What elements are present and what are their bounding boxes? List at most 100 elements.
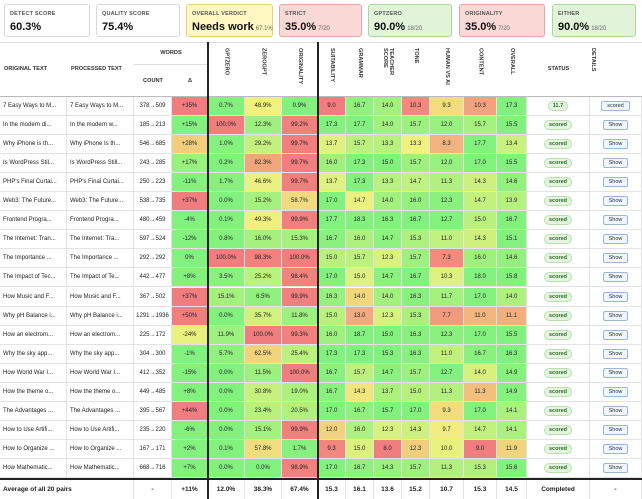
value-cell: 16.3 bbox=[402, 344, 430, 364]
header-metric: SUITABILITY bbox=[329, 48, 335, 83]
card-value-text: 35.0% bbox=[285, 21, 317, 33]
value-cell: 15.3 bbox=[464, 458, 497, 478]
show-button[interactable]: Show bbox=[602, 462, 629, 473]
value-cell: 0.0% bbox=[245, 458, 282, 478]
value-cell: 167→171 bbox=[134, 439, 172, 459]
status-cell: scored bbox=[527, 401, 590, 421]
value-cell: 11.0 bbox=[464, 306, 497, 326]
show-button[interactable]: Show bbox=[602, 329, 629, 340]
value-cell: -11% bbox=[172, 173, 208, 193]
value-cell: 0.0% bbox=[208, 382, 245, 402]
status-cell: scored bbox=[527, 135, 590, 155]
value-cell: 15.7 bbox=[346, 249, 374, 269]
text-cell: How Mathematic... bbox=[0, 458, 67, 478]
value-cell: 17.7 bbox=[464, 135, 497, 155]
value-cell: 250→223 bbox=[134, 173, 172, 193]
value-cell: +7% bbox=[172, 458, 208, 478]
value-cell: 15.0 bbox=[374, 325, 402, 345]
status-cell: scored bbox=[527, 325, 590, 345]
value-cell: 100.0% bbox=[245, 325, 282, 345]
value-cell: 15.3 bbox=[402, 306, 430, 326]
value-cell: 10.3 bbox=[402, 97, 430, 117]
card-value: 60.3% bbox=[10, 21, 41, 33]
show-button[interactable]: Show bbox=[602, 424, 629, 435]
status-cell: scored bbox=[527, 173, 590, 193]
value-cell: 8.0 bbox=[374, 439, 402, 459]
value-cell: 16.3 bbox=[402, 287, 430, 307]
show-button[interactable]: Show bbox=[602, 139, 629, 150]
text-cell: PHP's Final Curtai... bbox=[67, 173, 134, 193]
value-cell: 17.0 bbox=[318, 192, 346, 212]
value-cell: 15.3% bbox=[282, 230, 318, 250]
show-button[interactable]: Show bbox=[602, 253, 629, 264]
section-divider bbox=[207, 42, 209, 499]
show-button[interactable]: Show bbox=[602, 386, 629, 397]
details-cell: Show bbox=[590, 249, 642, 269]
header-metric: OVERALL bbox=[509, 48, 515, 75]
show-button[interactable]: Show bbox=[602, 291, 629, 302]
value-cell: 16.7 bbox=[346, 97, 374, 117]
value-cell: 10.3 bbox=[464, 97, 497, 117]
show-button[interactable]: Show bbox=[602, 215, 629, 226]
value-cell: 11.1 bbox=[497, 306, 527, 326]
text-cell: The Internet: Tra... bbox=[67, 230, 134, 250]
value-cell: 30.8% bbox=[245, 382, 282, 402]
show-button[interactable]: scored bbox=[601, 101, 630, 112]
summary-card: STRICT 35.0% 7/20 bbox=[279, 4, 362, 37]
value-cell: 15.7 bbox=[402, 154, 430, 174]
show-button[interactable]: Show bbox=[602, 196, 629, 207]
status-cell: scored bbox=[527, 363, 590, 383]
text-cell: Why the sky app... bbox=[67, 344, 134, 364]
value-cell: +50% bbox=[172, 306, 208, 326]
value-cell: 16.7 bbox=[318, 382, 346, 402]
details-cell: Show bbox=[590, 135, 642, 155]
card-label: GPTZERO bbox=[374, 11, 402, 17]
status-cell: scored bbox=[527, 306, 590, 326]
show-button[interactable]: Show bbox=[602, 272, 629, 283]
value-cell: 16.7 bbox=[464, 344, 497, 364]
value-cell: 13.7 bbox=[374, 382, 402, 402]
value-cell: 0% bbox=[172, 249, 208, 269]
text-cell: The Impact of Te... bbox=[67, 268, 134, 288]
value-cell: 13.7 bbox=[318, 173, 346, 193]
value-cell: 10.0 bbox=[430, 439, 464, 459]
value-cell: +28% bbox=[172, 135, 208, 155]
value-cell: 12.7 bbox=[430, 363, 464, 383]
value-cell: 11.3 bbox=[430, 173, 464, 193]
status-cell: scored bbox=[527, 116, 590, 136]
show-button[interactable]: Show bbox=[602, 120, 629, 131]
value-cell: 15.0 bbox=[464, 211, 497, 231]
value-cell: 99.9% bbox=[282, 287, 318, 307]
value-cell: 11.3 bbox=[464, 382, 497, 402]
text-cell: Is WordPress Still... bbox=[67, 154, 134, 174]
text-cell: The Impact of Tec... bbox=[0, 268, 67, 288]
value-cell: 1.7% bbox=[282, 439, 318, 459]
show-button[interactable]: Show bbox=[602, 177, 629, 188]
header-metric: ZEROGPT bbox=[260, 48, 267, 76]
value-cell: 14.7 bbox=[402, 173, 430, 193]
summary-card: ORIGINALITY 35.0% 7/20 bbox=[459, 4, 545, 37]
show-button[interactable]: Show bbox=[602, 234, 629, 245]
value-cell: 16.0 bbox=[346, 230, 374, 250]
show-button[interactable]: Show bbox=[602, 310, 629, 321]
value-cell: 17.3 bbox=[497, 97, 527, 117]
details-cell: Show bbox=[590, 192, 642, 212]
summary-card: OVERALL VERDICT Needs work 67.1% bbox=[186, 4, 273, 37]
value-cell: 17.0 bbox=[464, 401, 497, 421]
footer-cell: +11% bbox=[172, 479, 208, 499]
header-metric: ORIGINALITY bbox=[297, 48, 303, 85]
value-cell: 14.0 bbox=[374, 192, 402, 212]
value-cell: 99.3% bbox=[282, 325, 318, 345]
text-cell: The Importance ... bbox=[67, 249, 134, 269]
show-button[interactable]: Show bbox=[602, 367, 629, 378]
details-cell: Show bbox=[590, 382, 642, 402]
show-button[interactable]: Show bbox=[602, 443, 629, 454]
value-cell: 449→485 bbox=[134, 382, 172, 402]
show-button[interactable]: Show bbox=[602, 158, 629, 169]
details-cell: Show bbox=[590, 401, 642, 421]
show-button[interactable]: Show bbox=[602, 405, 629, 416]
show-button[interactable]: Show bbox=[602, 348, 629, 359]
value-cell: 14.7 bbox=[464, 192, 497, 212]
status-pill: scored bbox=[543, 272, 573, 283]
